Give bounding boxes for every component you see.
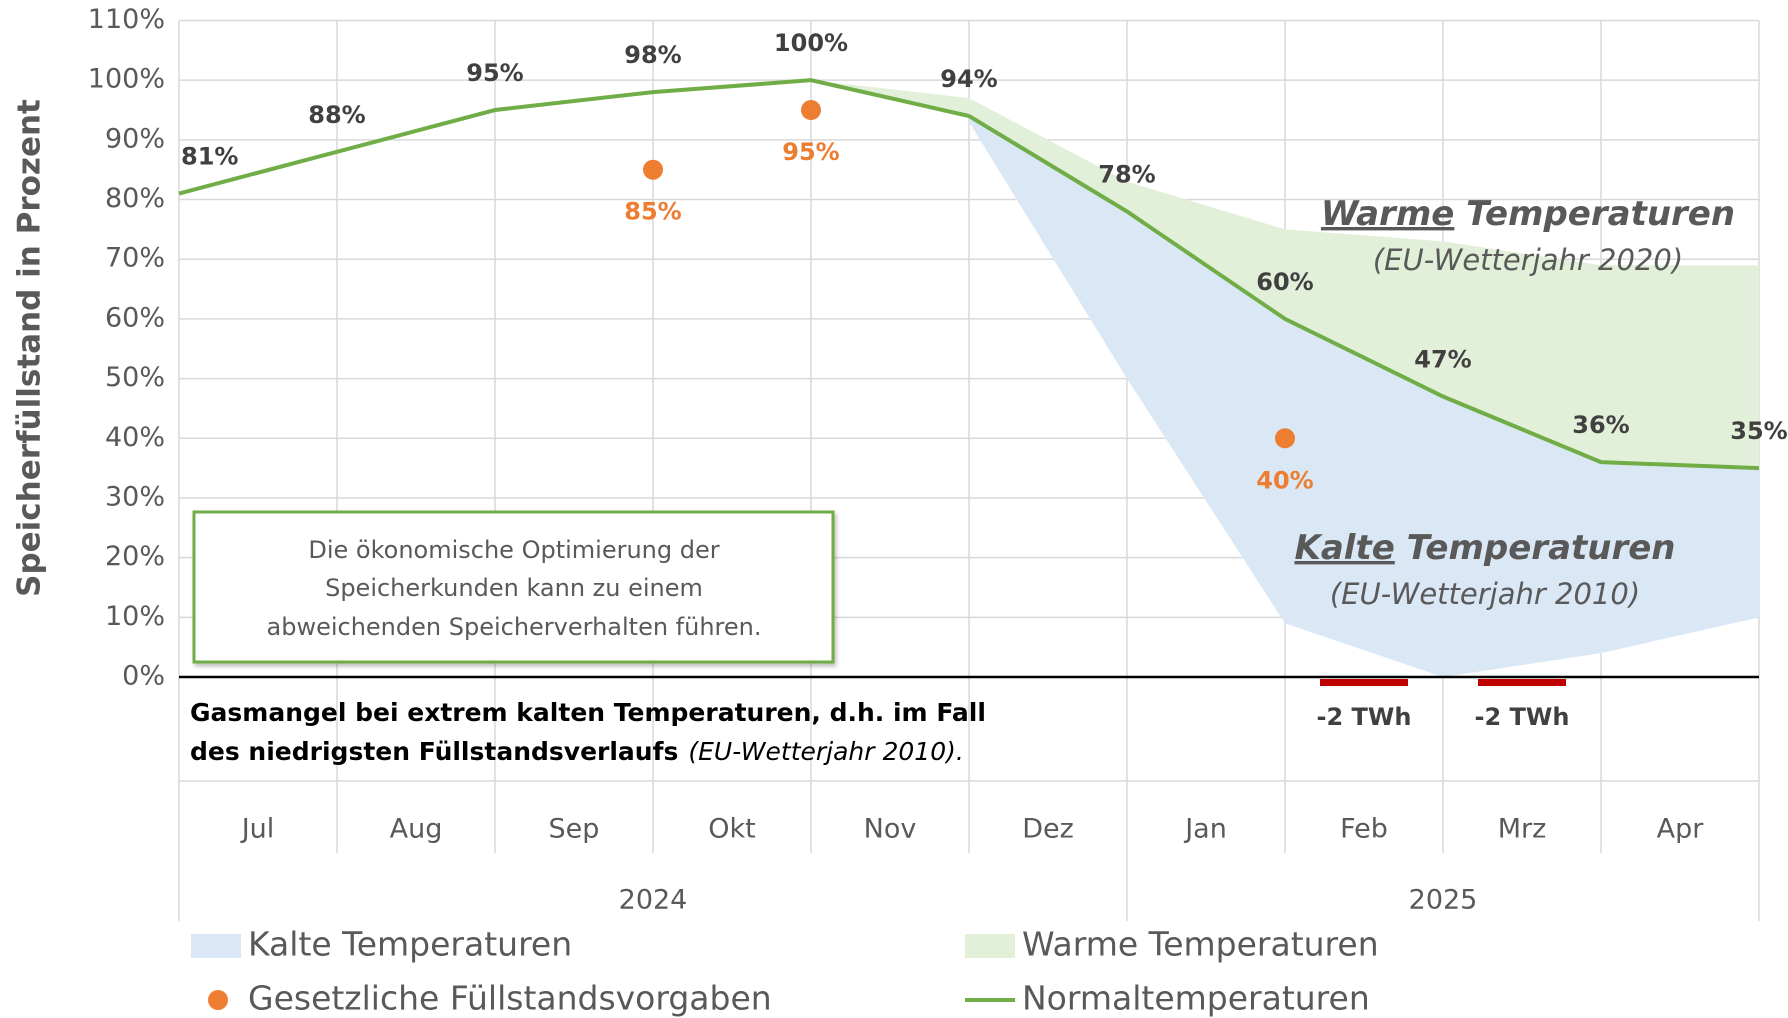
x-tick-label: Aug (390, 814, 443, 845)
shortage-note: des niedrigsten Füllstandsverlaufs (EU-We… (190, 737, 964, 766)
requirement-dot (643, 159, 663, 180)
cold-area (969, 115, 1759, 677)
data-label: 95% (466, 59, 523, 87)
y-axis-label: Speicherfüllstand in Prozent (12, 99, 48, 597)
warm-note: (EU-Wetterjahr 2020) (1373, 243, 1683, 277)
requirement-dot (801, 100, 821, 121)
data-label: 98% (624, 41, 681, 69)
data-label: 36% (1572, 411, 1629, 439)
y-tick-label: 70% (105, 243, 165, 274)
y-tick-label: 100% (88, 64, 165, 95)
year-label: 2025 (1409, 885, 1478, 916)
y-tick-label: 30% (105, 481, 165, 512)
data-label: 35% (1730, 417, 1787, 445)
x-tick-label: Feb (1340, 814, 1388, 845)
y-tick-label: 40% (105, 422, 165, 453)
data-label: 94% (940, 65, 997, 93)
x-tick-label: Jan (1183, 814, 1227, 845)
shortage-note-part: (EU-Wetterjahr 2010). (688, 737, 963, 766)
requirement-label: 95% (782, 138, 839, 166)
cold-note: (EU-Wetterjahr 2010) (1330, 577, 1640, 611)
legend-marker (191, 934, 241, 958)
note-text: Die ökonomische Optimierung der (308, 536, 719, 564)
data-label: 100% (774, 29, 848, 57)
warm-annotation: Warme Temperaturen (1321, 194, 1735, 234)
warm-annotation-part: Warme (1321, 194, 1454, 234)
shortage-label: -2 TWh (1475, 703, 1570, 731)
data-label: 81% (181, 143, 238, 171)
y-tick-label: 90% (105, 123, 165, 154)
x-tick-label: Sep (549, 814, 600, 845)
x-tick-label: Apr (1657, 814, 1705, 845)
legend-marker (208, 990, 228, 1010)
legend-marker (965, 934, 1015, 958)
cold-annotation-part: Kalte (1295, 528, 1395, 568)
x-tick-label: Okt (708, 814, 755, 845)
x-tick-label: Jul (240, 814, 275, 845)
y-tick-label: 0% (122, 661, 165, 692)
y-tick-label: 10% (105, 601, 165, 632)
x-tick-label: Dez (1022, 814, 1074, 845)
data-label: 88% (308, 101, 365, 129)
legend-label: Kalte Temperaturen (248, 925, 572, 964)
legend-label: Gesetzliche Füllstandsvorgaben (248, 979, 772, 1018)
data-label: 60% (1256, 268, 1313, 296)
cold-annotation: Kalte Temperaturen (1295, 528, 1676, 568)
x-tick-label: Mrz (1498, 814, 1547, 845)
y-tick-label: 110% (88, 4, 165, 35)
data-label: 78% (1098, 160, 1155, 188)
shortage-bar (1320, 679, 1408, 686)
warm-annotation-part: Temperaturen (1454, 194, 1735, 234)
warm-area (811, 80, 1759, 469)
shortage-note-part: des niedrigsten Füllstandsverlaufs (190, 737, 678, 766)
y-tick-label: 50% (105, 362, 165, 393)
cold-annotation-part: Temperaturen (1395, 528, 1676, 568)
y-tick-label: 80% (105, 183, 165, 214)
requirement-dot (1275, 428, 1295, 449)
normal-line (178, 78, 1760, 471)
shortage-label: -2 TWh (1317, 703, 1412, 731)
note-text: abweichenden Speicherverhalten führen. (267, 613, 762, 641)
requirement-label: 85% (624, 198, 681, 226)
note-box (192, 510, 835, 664)
year-label: 2024 (619, 885, 688, 916)
shortage-bar (1478, 679, 1566, 686)
requirement-label: 40% (1256, 466, 1313, 494)
x-tick-label: Nov (864, 814, 917, 845)
note-text: Speicherkunden kann zu einem (325, 574, 703, 602)
data-label: 47% (1414, 345, 1471, 373)
shortage-note: Gasmangel bei extrem kalten Temperaturen… (190, 698, 986, 727)
legend-label: Normaltemperaturen (1022, 979, 1370, 1018)
legend-label: Warme Temperaturen (1022, 925, 1379, 964)
y-tick-label: 20% (105, 541, 165, 572)
y-tick-label: 60% (105, 302, 165, 333)
